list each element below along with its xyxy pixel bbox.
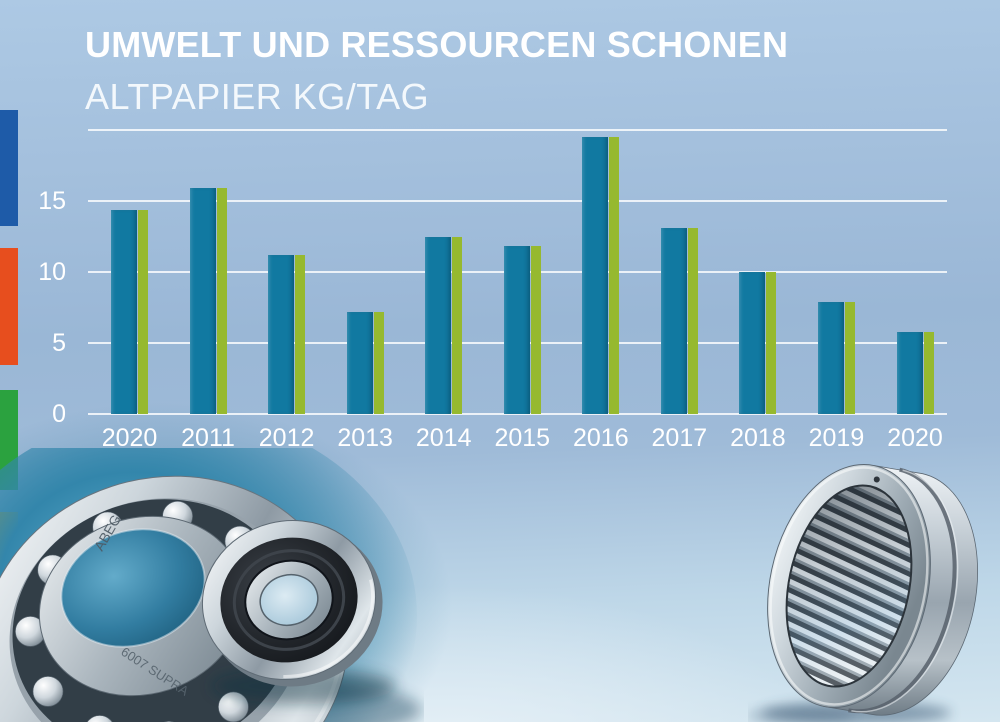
bar-shadow-2011 <box>216 188 227 414</box>
y-tick-label: 10 <box>38 258 66 286</box>
gridline <box>88 200 947 202</box>
plot-area <box>88 129 947 415</box>
bar-2011 <box>189 188 216 414</box>
bar-2019 <box>817 301 844 414</box>
brand-strip-block-orange <box>0 248 18 365</box>
bar-shadow-2012 <box>295 254 306 414</box>
x-tick-label: 2018 <box>730 424 786 452</box>
page-subtitle: ALTPAPIER KG/TAG <box>85 76 430 117</box>
bar-shadow-2017 <box>687 227 698 414</box>
bar-2014 <box>425 236 452 414</box>
ball-bearings-image: ABEG 6007 SUPRA <box>0 448 422 722</box>
bearing-oil-hole <box>873 476 880 483</box>
x-tick-label: 2015 <box>494 424 551 452</box>
bar-shadow-2018 <box>766 272 777 414</box>
bar-2017 <box>660 227 687 414</box>
needle-roller-bearing <box>767 464 978 716</box>
bar-2012 <box>268 254 295 414</box>
page-title: UMWELT UND RESSOURCEN SCHONEN <box>85 24 789 65</box>
bar-2020 <box>111 209 137 414</box>
sealed-ball-bearing <box>201 520 396 704</box>
bar-shadow-2013 <box>373 311 384 414</box>
x-tick-label: 2020 <box>887 424 943 452</box>
bar-2013 <box>346 311 373 414</box>
bar-shadow-2019 <box>844 301 855 414</box>
x-tick-label: 2016 <box>572 424 629 452</box>
y-axis-labels: 0 5 10 15 <box>0 130 66 427</box>
bar-shadow-2016 <box>609 137 620 414</box>
x-tick-label: 2019 <box>808 424 865 452</box>
bar-2020 <box>896 331 923 414</box>
needle-bearing-shadow-streak <box>748 708 855 722</box>
bar-2018 <box>739 272 766 414</box>
bar-shadow-2014 <box>452 236 463 414</box>
needle-bearing-image <box>748 464 978 722</box>
bar-shadow-2015 <box>530 246 541 414</box>
bar-2015 <box>503 246 530 414</box>
y-tick-label: 5 <box>52 329 66 357</box>
x-tick-label: 2014 <box>415 424 472 452</box>
x-tick-label: 2017 <box>651 424 708 452</box>
gridline <box>88 129 947 131</box>
y-tick-label: 0 <box>52 400 66 428</box>
y-tick-label: 15 <box>38 187 66 215</box>
x-tick-label: 2013 <box>337 424 393 452</box>
gridline <box>88 413 947 415</box>
bar-shadow-2020 <box>923 331 934 414</box>
brand-strip-block-blue <box>0 110 18 226</box>
bar-shadow-2020 <box>138 209 148 414</box>
bar-2016 <box>582 137 609 414</box>
